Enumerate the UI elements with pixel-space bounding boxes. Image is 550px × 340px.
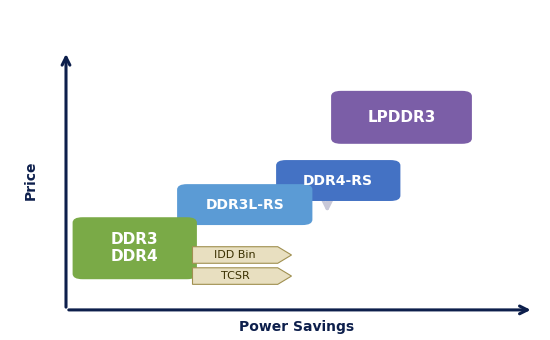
- FancyBboxPatch shape: [331, 91, 472, 144]
- Text: Price: Price: [23, 161, 37, 200]
- Text: IDD Bin: IDD Bin: [214, 250, 256, 260]
- Polygon shape: [192, 247, 292, 263]
- Text: LPDDR3: LPDDR3: [367, 110, 436, 125]
- Text: TCSR: TCSR: [221, 271, 250, 281]
- FancyBboxPatch shape: [177, 184, 312, 225]
- FancyBboxPatch shape: [276, 160, 400, 201]
- FancyBboxPatch shape: [73, 217, 197, 279]
- Text: DDR4-RS: DDR4-RS: [303, 173, 373, 188]
- Text: Price vs. Power Savings: Price vs. Power Savings: [155, 11, 395, 29]
- Polygon shape: [192, 268, 292, 284]
- Text: DDR3
DDR4: DDR3 DDR4: [111, 232, 158, 265]
- Text: DDR3L-RS: DDR3L-RS: [205, 198, 284, 211]
- Text: Power Savings: Power Savings: [239, 320, 355, 334]
